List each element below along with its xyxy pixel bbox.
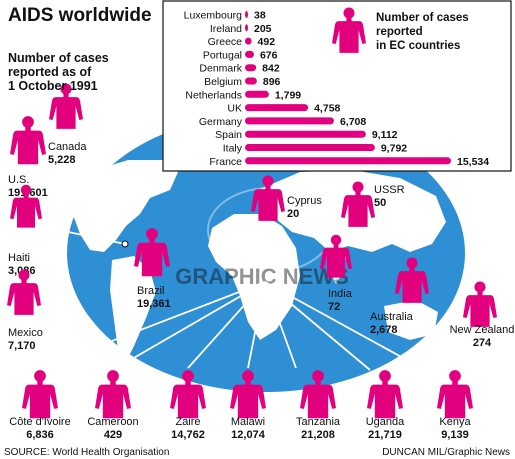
ec-label-italy: Italy	[223, 143, 243, 155]
label-cameroon: Cameroon	[87, 416, 138, 428]
label-brazil: Brazil	[137, 285, 165, 297]
ec-bar-belgium	[245, 77, 257, 85]
ec-chart-panel: Number of cases reported in EC countries…	[162, 0, 512, 172]
figure-cameroon	[95, 370, 131, 419]
ec-label-spain: Spain	[215, 129, 242, 141]
figure-new-zealand	[463, 281, 497, 327]
svg-text:Number of cases: Number of cases	[8, 51, 109, 65]
subtitle: Number of cases reported as of 1 October…	[8, 51, 109, 93]
label-australia: Australia	[370, 311, 414, 323]
ec-bar-ireland	[245, 24, 248, 32]
svg-text:1 October 1991: 1 October 1991	[8, 79, 98, 93]
credit-note: DUNCAN MIL/Graphic News	[382, 447, 510, 458]
value-brazil: 19,361	[137, 298, 171, 310]
ec-bar-italy	[245, 144, 375, 151]
ec-value-greece: 492	[258, 36, 276, 48]
ec-value-spain: 9,112	[372, 129, 398, 141]
figure-cote-d-ivoire	[22, 370, 58, 419]
ec-value-germany: 6,708	[340, 116, 366, 128]
ec-bar-luxembourg	[245, 11, 248, 18]
ec-bar-netherlands	[245, 90, 269, 98]
ec-bar-portugal	[245, 50, 254, 58]
ec-bar-denmark	[245, 64, 257, 72]
haiti-marker	[121, 240, 129, 248]
leader-lines	[39, 225, 426, 371]
value-mexico: 7,170	[8, 340, 36, 352]
new-zealand-landmass	[448, 334, 458, 352]
value-malawi: 12,074	[231, 429, 266, 441]
south-america-landmass	[110, 256, 156, 366]
svg-text:reported: reported	[376, 26, 423, 38]
ec-bar-greece	[245, 37, 252, 45]
label-cote-d-ivoire: Côte d'Ivoire	[9, 416, 70, 428]
label-zaire: Zaire	[175, 416, 200, 428]
value-cote-d-ivoire: 6,836	[26, 429, 54, 441]
figure-u-s	[10, 116, 46, 165]
svg-text:in EC countries: in EC countries	[376, 40, 460, 52]
ec-label-france: France	[209, 156, 242, 168]
europe-africa-landmass	[208, 214, 300, 340]
ec-value-luxembourg: 38	[254, 10, 266, 22]
value-new-zealand: 274	[473, 337, 492, 349]
ec-label-denmark: Denmark	[199, 63, 242, 75]
label-tanzania: Tanzania	[296, 416, 341, 428]
label-u-s: U.S.	[8, 174, 29, 186]
label-uganda: Uganda	[366, 416, 405, 428]
value-uganda: 21,719	[368, 429, 402, 441]
ec-label-luxembourg: Luxembourg	[184, 10, 243, 22]
label-new-zealand: New Zealand	[450, 324, 515, 336]
label-haiti: Haiti	[8, 252, 30, 264]
label-cyprus: Cyprus	[287, 195, 322, 207]
ec-value-italy: 9,792	[381, 143, 407, 155]
ec-value-portugal: 676	[260, 49, 278, 61]
ec-label-germany: Germany	[199, 116, 243, 128]
ec-label-greece: Greece	[208, 36, 243, 48]
value-cameroon: 429	[104, 429, 122, 441]
ec-value-denmark: 842	[262, 63, 280, 75]
ec-bar-spain	[245, 130, 366, 138]
page-title: AIDS worldwide	[8, 5, 152, 26]
ec-bar-uk	[245, 104, 309, 112]
value-tanzania: 21,208	[301, 429, 335, 441]
source-note: SOURCE: World Health Organisation	[4, 447, 169, 458]
ec-bar-chart: Luxembourg 38 Ireland 205 Greece 492 Portugal 6…	[184, 10, 490, 168]
world-map	[67, 114, 465, 392]
ec-bar-france	[245, 157, 451, 165]
label-india: India	[328, 288, 353, 300]
svg-text:reported as of: reported as of	[8, 65, 92, 79]
ec-label-portugal: Portugal	[203, 49, 242, 61]
north-america-landmass	[68, 160, 178, 252]
value-india: 72	[328, 301, 340, 313]
value-australia: 2,678	[370, 324, 398, 336]
figure-kenya	[437, 370, 473, 419]
ec-label-belgium: Belgium	[204, 76, 242, 88]
label-malawi: Malawi	[231, 416, 265, 428]
ec-label-netherlands: Netherlands	[185, 89, 242, 101]
ec-label-uk: UK	[227, 103, 242, 115]
value-ussr: 50	[374, 197, 386, 209]
label-canada: Canada	[48, 141, 87, 153]
ec-value-belgium: 896	[263, 76, 281, 88]
australia-landmass	[384, 300, 438, 340]
value-cyprus: 20	[287, 208, 299, 220]
ec-value-france: 15,534	[457, 156, 489, 168]
label-mexico: Mexico	[8, 327, 43, 339]
figure-group: U.S.191,601Canada5,228Haiti3,086Mexico7,…	[7, 83, 514, 441]
value-kenya: 9,139	[441, 429, 469, 441]
label-ussr: USSR	[374, 184, 405, 196]
label-kenya: Kenya	[439, 416, 471, 428]
value-canada: 5,228	[48, 154, 76, 166]
ec-bar-germany	[245, 117, 334, 125]
ec-value-netherlands: 1,799	[275, 89, 301, 101]
figure-uganda	[367, 370, 403, 419]
value-zaire: 14,762	[171, 429, 205, 441]
svg-text:Number of cases: Number of cases	[376, 12, 469, 24]
ec-label-ireland: Ireland	[210, 23, 242, 35]
ec-value-ireland: 205	[254, 23, 272, 35]
ec-value-uk: 4,758	[314, 103, 340, 115]
